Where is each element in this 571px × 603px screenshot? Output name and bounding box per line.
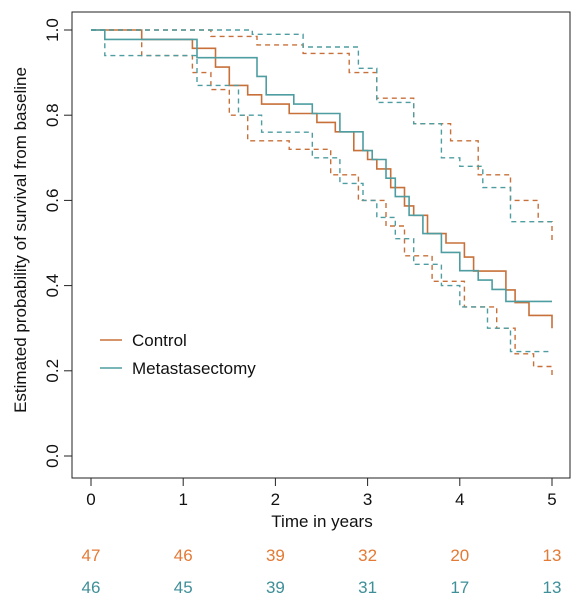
legend: Control Metastasectomy xyxy=(100,331,256,378)
risk-count: 20 xyxy=(450,546,469,565)
risk-count: 13 xyxy=(543,546,562,565)
series-layer xyxy=(91,29,553,376)
risk-count: 31 xyxy=(358,578,377,597)
y-tick-label: 0.2 xyxy=(43,359,62,383)
plot-frame xyxy=(71,11,571,479)
y-axis-title: Estimated probability of survival from b… xyxy=(11,67,30,413)
risk-count: 32 xyxy=(358,546,377,565)
x-tick-label: 2 xyxy=(271,490,280,509)
x-tick-label: 4 xyxy=(455,490,464,509)
x-tick-label: 3 xyxy=(363,490,372,509)
risk-count: 46 xyxy=(82,578,101,597)
y-tick-label: 0.0 xyxy=(43,444,62,468)
x-tick-label: 0 xyxy=(86,490,95,509)
legend-label: Control xyxy=(132,331,187,350)
x-tick-label: 1 xyxy=(178,490,187,509)
series-line-control-lower-ci xyxy=(91,29,553,376)
risk-count: 45 xyxy=(174,578,193,597)
series-line-metastasectomy-upper-ci xyxy=(91,29,552,223)
risk-count: 13 xyxy=(543,578,562,597)
y-tick-label: 1.0 xyxy=(43,18,62,42)
y-tick-label: 0.6 xyxy=(43,189,62,213)
risk-count: 39 xyxy=(266,546,285,565)
y-tick-label: 0.8 xyxy=(43,103,62,127)
risk-table: 47 46 39 32 20 13 46 45 39 31 17 13 xyxy=(82,546,562,597)
series-line-metastasectomy xyxy=(91,29,552,303)
risk-count: 39 xyxy=(266,578,285,597)
axis-layer: 0 1 2 3 4 5 0.0 0.2 0.4 0.6 0.8 1.0 xyxy=(43,18,557,509)
y-tick-label: 0.4 xyxy=(43,274,62,298)
risk-count: 47 xyxy=(82,546,101,565)
risk-count: 17 xyxy=(450,578,469,597)
series-line-metastasectomy-lower-ci xyxy=(91,29,552,353)
risk-count: 46 xyxy=(174,546,193,565)
x-axis-title: Time in years xyxy=(271,512,372,531)
plot-border xyxy=(71,11,571,479)
series-line-control-upper-ci xyxy=(91,29,553,243)
x-tick-label: 5 xyxy=(547,490,556,509)
legend-label: Metastasectomy xyxy=(132,359,256,378)
